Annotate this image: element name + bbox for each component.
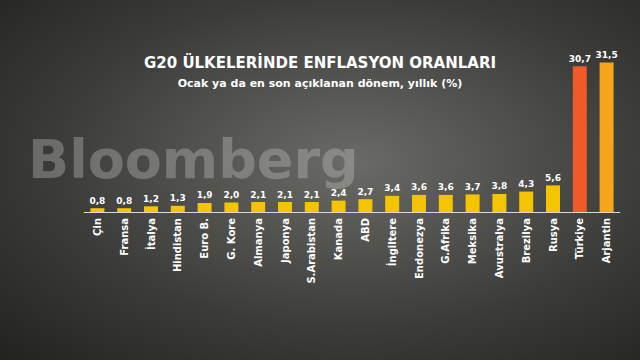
svg-text:1,2: 1,2 <box>143 194 159 204</box>
svg-text:Avustralya: Avustralya <box>494 218 505 278</box>
svg-text:2,1: 2,1 <box>277 190 293 200</box>
svg-text:Türkiye: Türkiye <box>574 218 585 260</box>
svg-text:Meksika: Meksika <box>467 218 478 264</box>
svg-text:3,6: 3,6 <box>411 182 427 192</box>
svg-text:31,5: 31,5 <box>595 50 617 60</box>
svg-text:Kanada: Kanada <box>333 218 344 260</box>
svg-text:Endonezya: Endonezya <box>414 218 425 279</box>
svg-text:0,8: 0,8 <box>116 196 132 206</box>
svg-text:2,1: 2,1 <box>304 190 320 200</box>
svg-text:Ocak ya da en son açıklanan dö: Ocak ya da en son açıklanan dönem, yıllı… <box>178 77 463 90</box>
svg-text:Euro B.: Euro B. <box>199 218 210 259</box>
svg-text:3,6: 3,6 <box>438 182 454 192</box>
svg-text:3,8: 3,8 <box>491 181 507 191</box>
svg-text:5,6: 5,6 <box>545 173 561 183</box>
svg-text:S.Arabistan: S.Arabistan <box>306 218 317 284</box>
svg-text:4,3: 4,3 <box>518 179 534 189</box>
svg-text:Almanya: Almanya <box>253 218 264 267</box>
svg-text:Bloomberg: Bloomberg <box>28 128 359 191</box>
svg-text:Fransa: Fransa <box>119 218 130 256</box>
svg-text:İngiltere: İngiltere <box>385 218 398 266</box>
svg-text:2,7: 2,7 <box>357 187 373 197</box>
svg-text:0,8: 0,8 <box>89 196 105 206</box>
svg-text:3,4: 3,4 <box>384 183 400 193</box>
svg-text:Rusya: Rusya <box>548 218 559 252</box>
svg-text:Brezilya: Brezilya <box>521 218 532 263</box>
svg-text:30,7: 30,7 <box>569 54 591 64</box>
svg-text:1,3: 1,3 <box>170 193 186 203</box>
svg-text:3,7: 3,7 <box>465 182 481 192</box>
svg-text:2,1: 2,1 <box>250 190 266 200</box>
svg-text:2,0: 2,0 <box>223 190 239 200</box>
svg-text:G20 ÜLKELERİNDE ENFLASYON ORAN: G20 ÜLKELERİNDE ENFLASYON ORANLARI <box>144 53 496 72</box>
svg-text:2,4: 2,4 <box>331 188 347 198</box>
svg-text:G. Kore: G. Kore <box>226 218 237 260</box>
svg-text:Arjantin: Arjantin <box>601 218 612 263</box>
svg-text:İtalya: İtalya <box>144 218 157 250</box>
svg-text:Hindistan: Hindistan <box>172 218 183 272</box>
svg-text:ABD: ABD <box>360 218 371 242</box>
svg-text:G.Afrika: G.Afrika <box>440 218 451 264</box>
svg-text:1,9: 1,9 <box>197 190 213 200</box>
svg-text:Japonya: Japonya <box>280 218 291 264</box>
svg-text:Çin: Çin <box>92 218 103 236</box>
